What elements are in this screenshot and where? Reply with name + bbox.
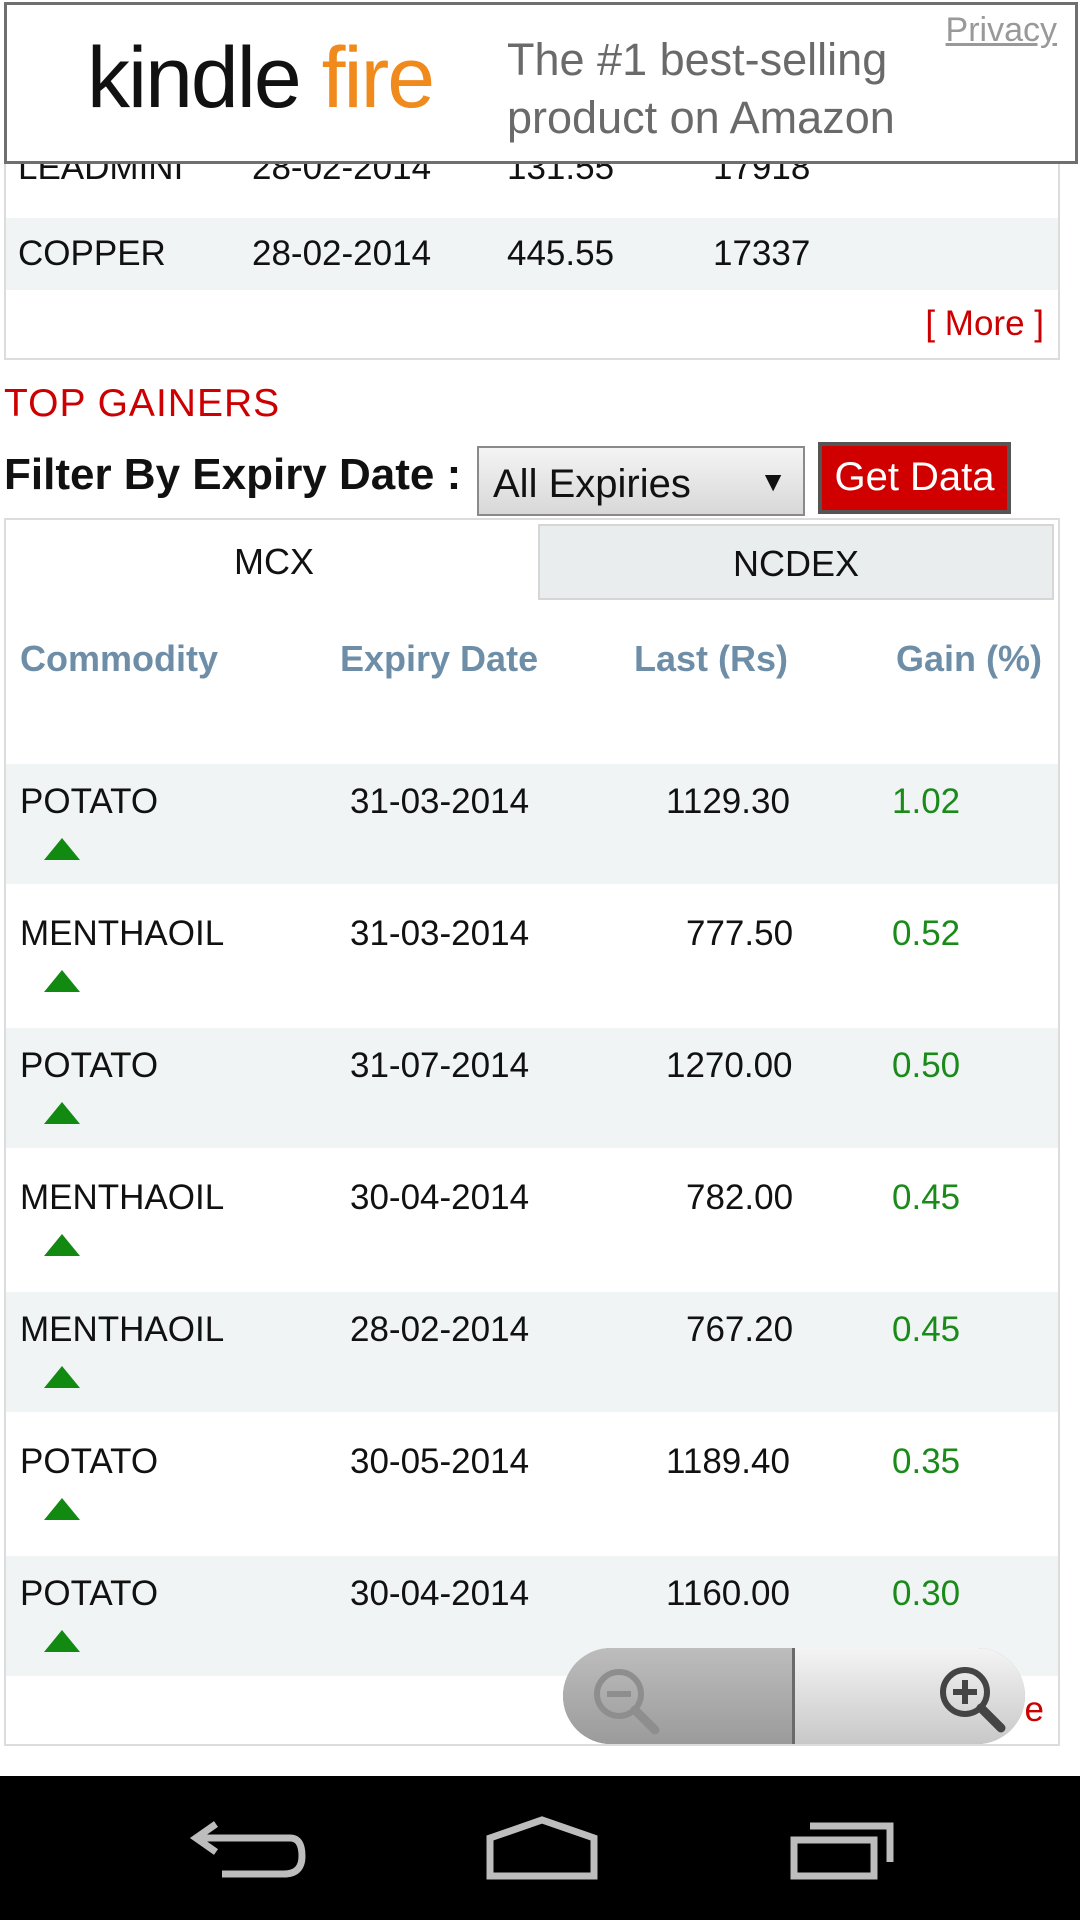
table-row: COPPER 28-02-2014 445.55 17337 <box>6 218 1058 290</box>
get-data-button[interactable]: Get Data <box>818 442 1011 514</box>
select-value: All Expiries <box>493 462 691 506</box>
commodity-cell[interactable]: POTATO <box>20 1442 159 1481</box>
back-icon <box>189 1821 306 1878</box>
last-cell: 767.20 <box>686 1310 794 1349</box>
last-cell: 777.50 <box>686 914 794 953</box>
triangle-up-icon <box>44 1102 80 1124</box>
header-gain[interactable]: Gain (%) <box>896 638 1043 679</box>
tab-ncdex[interactable]: NCDEX <box>538 524 1054 600</box>
triangle-up-icon <box>44 838 80 860</box>
commodity-cell[interactable]: POTATO <box>20 1574 159 1613</box>
gain-cell: 0.52 <box>892 914 961 953</box>
last-cell: 1129.30 <box>666 782 790 821</box>
expiry-cell: 30-04-2014 <box>350 1574 530 1613</box>
last-cell: 1270.00 <box>666 1046 793 1085</box>
commodity-cell[interactable]: MENTHAOIL <box>20 1310 225 1349</box>
header-last[interactable]: Last (Rs) <box>634 638 789 679</box>
recent-apps-icon <box>790 1822 894 1880</box>
home-icon <box>486 1816 598 1880</box>
tab-mcx[interactable]: MCX <box>10 524 538 600</box>
table-row[interactable]: MENTHAOIL 31-03-2014 777.50 0.52 <box>6 896 1058 1016</box>
expiry-select[interactable]: All Expiries ▼ <box>477 446 805 516</box>
header-expiry[interactable]: Expiry Date <box>340 638 539 679</box>
gain-cell: 0.45 <box>892 1178 961 1217</box>
section-title: TOP GAINERS <box>4 382 281 425</box>
zoom-in-button[interactable] <box>792 1648 1025 1744</box>
last-cell: 1160.00 <box>666 1574 790 1613</box>
expiry-cell: 28-02-2014 <box>350 1310 530 1349</box>
top-gainers-table: MCX NCDEX Commodity Expiry Date Last (Rs… <box>4 518 1060 1746</box>
system-nav-bar <box>0 1776 1080 1920</box>
zoom-control[interactable] <box>563 1648 1025 1744</box>
table-row[interactable]: MENTHAOIL 28-02-2014 767.20 0.45 <box>6 1292 1058 1412</box>
back-button[interactable] <box>170 1804 310 1894</box>
triangle-up-icon <box>44 1234 80 1256</box>
gain-cell: 0.45 <box>892 1310 961 1349</box>
commodity-cell[interactable]: MENTHAOIL <box>20 1178 225 1217</box>
gain-cell: 1.02 <box>892 782 961 821</box>
gain-cell: 0.30 <box>892 1574 961 1613</box>
home-button[interactable] <box>470 1804 610 1894</box>
more-link[interactable]: [ More ] <box>925 304 1044 343</box>
commodity-cell[interactable]: POTATO <box>20 1046 159 1085</box>
dropdown-arrow-icon: ▼ <box>759 466 787 497</box>
ad-banner[interactable]: kindle fire The #1 best-selling product … <box>4 2 1078 164</box>
expiry-cell: 31-07-2014 <box>350 1046 530 1085</box>
expiry-cell: 31-03-2014 <box>350 782 530 821</box>
table-row[interactable]: MENTHAOIL 30-04-2014 782.00 0.45 <box>6 1160 1058 1280</box>
table-row[interactable]: POTATO 31-07-2014 1270.00 0.50 <box>6 1028 1058 1148</box>
table-row[interactable]: POTATO 30-05-2014 1189.40 0.35 <box>6 1424 1058 1544</box>
zoom-out-icon <box>594 1669 660 1735</box>
commodity-cell[interactable]: MENTHAOIL <box>20 914 225 953</box>
last-cell: 445.55 <box>507 234 615 273</box>
table-row[interactable]: POTATO 31-03-2014 1129.30 1.02 <box>6 764 1058 884</box>
expiry-cell: 30-04-2014 <box>350 1178 530 1217</box>
last-cell: 782.00 <box>686 1178 794 1217</box>
expiry-cell: 28-02-2014 <box>252 234 432 273</box>
expiry-cell: 31-03-2014 <box>350 914 530 953</box>
commodity-cell[interactable]: POTATO <box>20 782 159 821</box>
zoom-out-button[interactable] <box>563 1648 793 1744</box>
privacy-link[interactable]: Privacy <box>945 11 1057 49</box>
kindle-fire-logo: kindle fire <box>87 30 435 126</box>
value-cell: 17337 <box>713 234 811 273</box>
expiry-cell: 30-05-2014 <box>350 1442 530 1481</box>
triangle-up-icon <box>44 1366 80 1388</box>
header-commodity[interactable]: Commodity <box>20 638 218 679</box>
filter-label: Filter By Expiry Date : <box>4 450 462 499</box>
previous-commodity-table: LEADMINI 28-02-2014 131.55 17918 COPPER … <box>4 148 1060 360</box>
gain-cell: 0.35 <box>892 1442 961 1481</box>
last-cell: 1189.40 <box>666 1442 790 1481</box>
recent-apps-button[interactable] <box>770 1804 910 1894</box>
triangle-up-icon <box>44 970 80 992</box>
zoom-in-icon <box>940 1667 1006 1733</box>
commodity-cell: COPPER <box>18 234 166 273</box>
more-link[interactable]: e <box>1024 1690 1044 1729</box>
ad-tagline: The #1 best-selling product on Amazon <box>507 34 895 143</box>
triangle-up-icon <box>44 1630 80 1652</box>
triangle-up-icon <box>44 1498 80 1520</box>
gain-cell: 0.50 <box>892 1046 961 1085</box>
